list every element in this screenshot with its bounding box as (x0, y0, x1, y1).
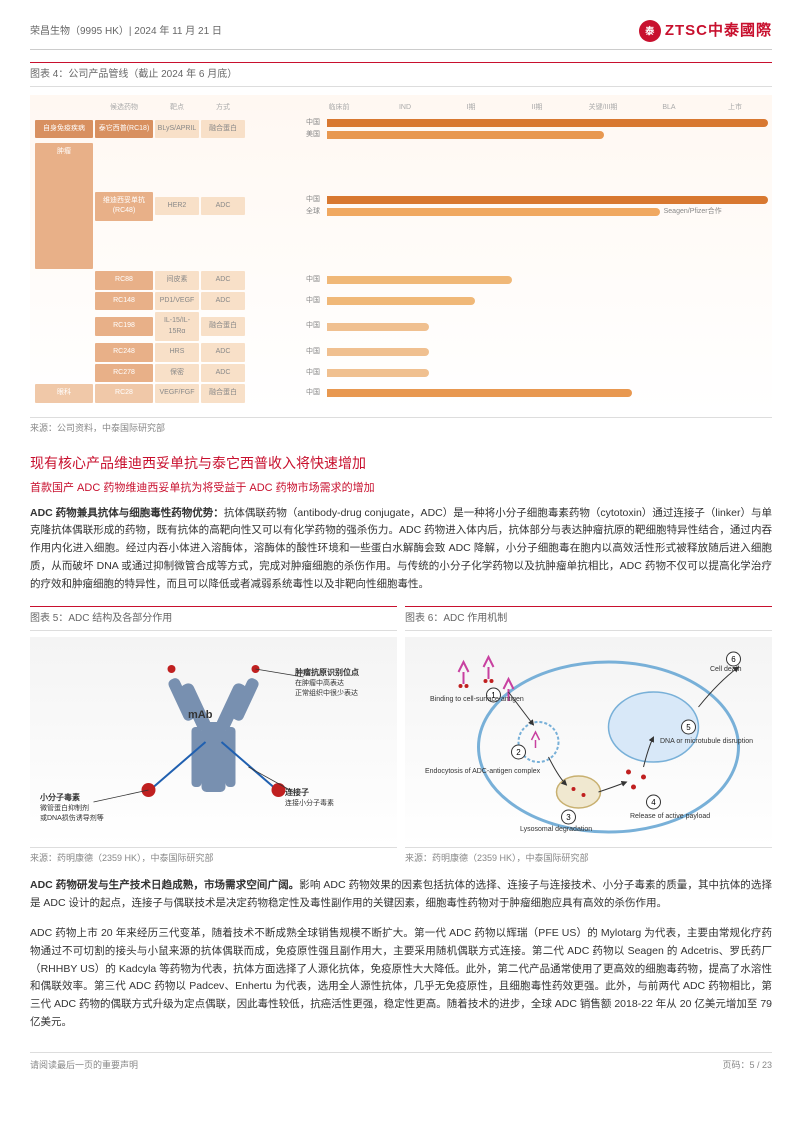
pipeline-row: RC248HRSADC中国 (34, 343, 768, 362)
pipeline-row: RC278保密ADC中国 (34, 364, 768, 383)
chart5-source: 来源：药明康德（2359 HK），中泰国际研究部 (30, 847, 397, 866)
col-drug: 候选药物 (94, 103, 154, 114)
pipeline-chart: 候选药物 靶点 方式 临床前INDI期II期关键/III期BLA上市 自身免疫疾… (30, 95, 772, 413)
pipeline-row: 自身免疫疾病泰它西普(RC18)BLyS/APRIL融合蛋白中国美国 (34, 117, 768, 141)
header-company: 荣昌生物（9995 HK）| 2024 年 11 月 21 日 (30, 24, 222, 39)
p2-bold: ADC 药物研发与生产技术日趋成熟，市场需求空间广阔。 (30, 879, 299, 891)
chart4-source: 来源：公司资料，中泰国际研究部 (30, 417, 772, 436)
chart5-title: 图表 5：ADC 结构及各部分作用 (30, 606, 397, 631)
paragraph-2: ADC 药物研发与生产技术日趋成熟，市场需求空间广阔。影响 ADC 药物效果的因… (30, 877, 772, 913)
svg-text:6: 6 (731, 655, 736, 664)
footer-disclaimer: 请阅读最后一页的重要声明 (30, 1059, 138, 1073)
target-site-label: 肿瘤抗原识别位点 (295, 667, 359, 679)
toxin-detail: 微管蛋白抑制剂 或DNA损伤诱导剂等 (40, 804, 104, 825)
chart4-title: 图表 4：公司产品管线（截止 2024 年 6 月底） (30, 62, 772, 87)
brand-logo: 泰 ZTSC中泰國際 (639, 20, 772, 43)
col-target: 靶点 (154, 103, 200, 114)
svg-text:2: 2 (516, 748, 521, 757)
logo-icon: 泰 (639, 20, 661, 42)
stage-heads: 临床前INDI期II期关键/III期BLA上市 (306, 103, 768, 114)
paragraph-1: ADC 药物兼具抗体与细胞毒性药物优势：抗体偶联药物（antibody-drug… (30, 505, 772, 594)
pipeline-row: 眼科RC28VEGF/FGF融合蛋白中国 (34, 384, 768, 403)
page-header: 荣昌生物（9995 HK）| 2024 年 11 月 21 日 泰 ZTSC中泰… (30, 20, 772, 50)
step2-label: Endocytosis of ADC-antigen complex (425, 767, 540, 778)
linker-label: 连接子 (285, 787, 309, 799)
logo-name: 中泰國際 (708, 22, 772, 39)
adc-structure-diagram: mAb 肿瘤抗原识别位点 在肿瘤中高表达 正常组织中很少表达 小分子毒素 微管蛋… (30, 637, 397, 847)
section-title: 现有核心产品维迪西妥单抗与泰它西普收入将快速增加 (30, 453, 772, 474)
step6-label: Cell death (710, 665, 742, 676)
chart6-source: 来源：药明康德（2359 HK），中泰国际研究部 (405, 847, 772, 866)
step4-label: Release of active payload (630, 812, 710, 823)
logo-prefix: ZTSC (665, 22, 708, 39)
pipeline-header: 候选药物 靶点 方式 临床前INDI期II期关键/III期BLA上市 (34, 103, 768, 114)
page-footer: 请阅读最后一页的重要声明 页码：5 / 23 (30, 1052, 772, 1073)
pipeline-row: RC88间皮素ADC中国 (34, 271, 768, 290)
step3-label: Lysosomal degradation (520, 825, 592, 836)
toxin-label: 小分子毒素 (40, 792, 80, 804)
pipeline-row: RC148PD1/VEGFADC中国 (34, 292, 768, 311)
svg-text:4: 4 (651, 798, 656, 807)
p1-bold: ADC 药物兼具抗体与细胞毒性药物优势： (30, 507, 224, 519)
step5-label: DNA or microtubule disruption (660, 737, 753, 748)
col-mode: 方式 (200, 103, 246, 114)
svg-text:3: 3 (566, 813, 571, 822)
mab-label: mAb (188, 707, 212, 724)
paragraph-3: ADC 药物上市 20 年来经历三代变革，随着技术不断成熟全球销售规模不断扩大。… (30, 925, 772, 1032)
pipeline-row: 肿瘤维迪西妥单抗(RC48)HER2ADC中国全球Seagen/Pfizer合作 (34, 143, 768, 269)
p1-text: 抗体偶联药物（antibody-drug conjugate，ADC）是一种将小… (30, 507, 772, 590)
linker-detail: 连接小分子毒素 (285, 799, 334, 810)
adc-mechanism-diagram: 1 2 3 4 5 6 Binding to cell-surface anti… (405, 637, 772, 847)
footer-page: 页码：5 / 23 (722, 1059, 772, 1073)
dual-charts: 图表 5：ADC 结构及各部分作用 (30, 606, 772, 866)
target-detail: 在肿瘤中高表达 正常组织中很少表达 (295, 679, 358, 700)
chart6-title: 图表 6：ADC 作用机制 (405, 606, 772, 631)
section-subtitle: 首款国产 ADC 药物维迪西妥单抗为将受益于 ADC 药物市场需求的增加 (30, 480, 772, 497)
step1-label: Binding to cell-surface antigen (430, 695, 524, 706)
pipeline-row: RC198IL-15/IL-15Rα融合蛋白中国 (34, 312, 768, 341)
svg-text:5: 5 (686, 723, 691, 732)
